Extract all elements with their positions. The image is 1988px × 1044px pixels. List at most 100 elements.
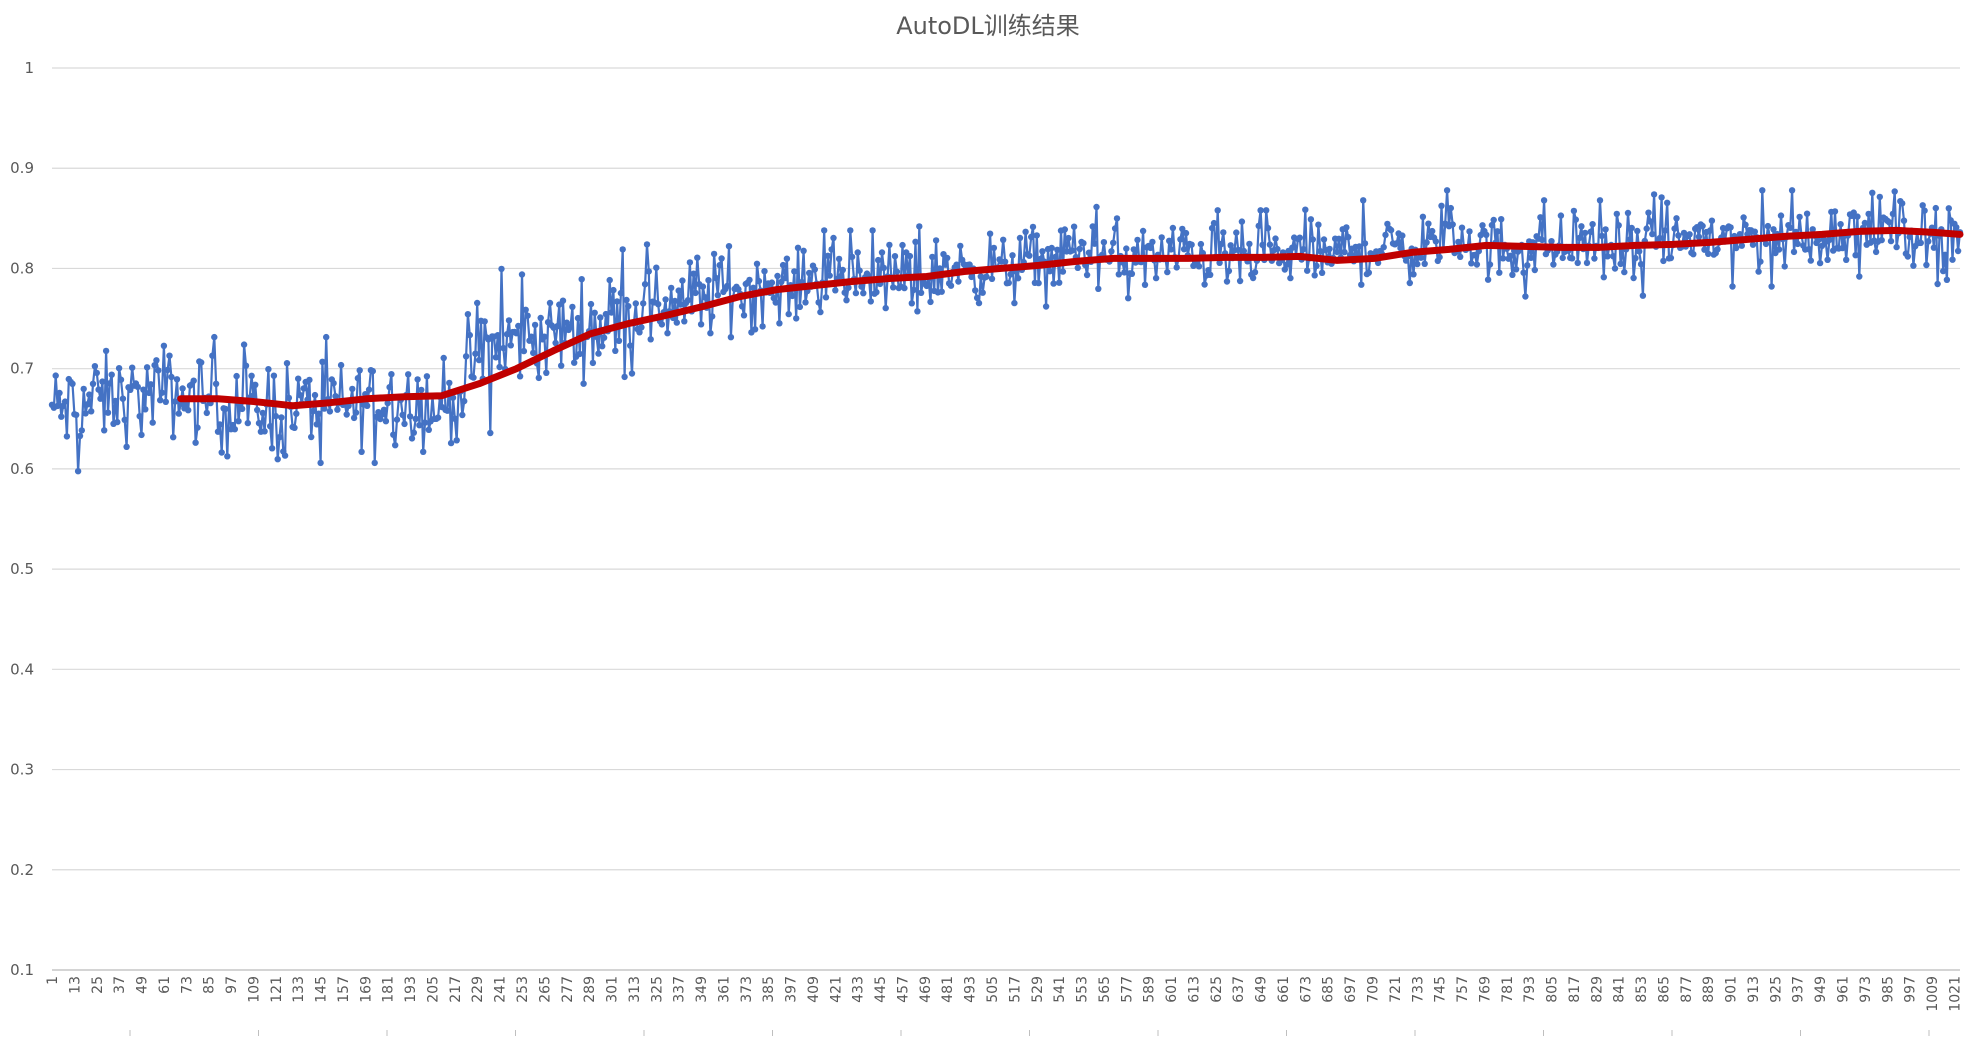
y-tick-label: 0.8 bbox=[10, 259, 34, 277]
data-point bbox=[1740, 214, 1747, 221]
data-point bbox=[1458, 224, 1466, 231]
x-tick-label: 1021 bbox=[1947, 976, 1963, 1012]
data-point bbox=[710, 250, 718, 258]
data-point bbox=[1147, 244, 1154, 252]
data-point bbox=[1899, 200, 1906, 207]
data-point bbox=[619, 246, 626, 253]
data-point bbox=[1177, 236, 1184, 243]
data-point bbox=[774, 272, 781, 280]
x-tick-label: 637 bbox=[1231, 976, 1247, 1003]
data-point bbox=[1335, 235, 1343, 242]
data-point bbox=[136, 413, 143, 420]
data-point bbox=[78, 427, 86, 434]
data-point bbox=[597, 314, 604, 321]
data-point bbox=[602, 310, 610, 318]
data-point bbox=[1733, 244, 1740, 252]
data-point bbox=[1134, 236, 1141, 244]
data-point bbox=[714, 292, 721, 299]
x-tick-label: 205 bbox=[425, 976, 441, 1003]
data-point bbox=[988, 275, 996, 282]
data-point bbox=[709, 313, 716, 320]
data-point bbox=[569, 303, 576, 311]
data-point bbox=[1664, 199, 1671, 206]
data-point bbox=[492, 354, 500, 361]
data-point bbox=[1632, 254, 1639, 262]
series-markers-blue bbox=[48, 187, 1964, 475]
data-point bbox=[86, 391, 93, 398]
data-point bbox=[216, 421, 224, 428]
data-point bbox=[192, 439, 199, 446]
data-point bbox=[1007, 271, 1014, 278]
data-point bbox=[640, 300, 647, 307]
data-point bbox=[632, 300, 639, 307]
data-point bbox=[947, 282, 955, 289]
data-point bbox=[1315, 221, 1322, 228]
data-point bbox=[653, 264, 660, 271]
data-point bbox=[942, 261, 949, 268]
data-point bbox=[115, 365, 123, 372]
data-point bbox=[1070, 223, 1078, 230]
data-point bbox=[84, 401, 91, 408]
data-point bbox=[1259, 241, 1266, 249]
data-point bbox=[1816, 259, 1824, 267]
data-point bbox=[1130, 246, 1138, 253]
data-point bbox=[259, 409, 266, 417]
data-point bbox=[938, 288, 945, 295]
data-point bbox=[1876, 193, 1884, 201]
x-tick-label: 577 bbox=[1119, 976, 1135, 1003]
data-point bbox=[1182, 229, 1190, 237]
x-tick-label: 397 bbox=[784, 976, 800, 1003]
data-point bbox=[1457, 253, 1464, 260]
data-point bbox=[503, 331, 511, 338]
data-point bbox=[595, 350, 602, 357]
data-point bbox=[274, 456, 281, 463]
data-point bbox=[944, 254, 951, 262]
data-point bbox=[231, 426, 238, 433]
data-point bbox=[356, 367, 363, 374]
data-point bbox=[811, 266, 818, 273]
x-tick-label: 313 bbox=[627, 976, 643, 1003]
data-point bbox=[1650, 191, 1658, 198]
data-point bbox=[1455, 238, 1462, 246]
data-point bbox=[1572, 216, 1580, 223]
x-tick-label: 553 bbox=[1075, 976, 1091, 1003]
data-point bbox=[686, 259, 694, 266]
data-point bbox=[218, 449, 225, 456]
data-point bbox=[1662, 227, 1669, 234]
data-point bbox=[1251, 269, 1259, 276]
data-point bbox=[1318, 269, 1326, 276]
data-point bbox=[1643, 225, 1650, 232]
x-tick-label: 217 bbox=[448, 976, 464, 1003]
data-point bbox=[1180, 246, 1188, 253]
gridlines bbox=[52, 67, 1960, 971]
x-tick-label: 229 bbox=[470, 976, 486, 1003]
data-point bbox=[1483, 231, 1490, 238]
data-point bbox=[718, 255, 725, 262]
data-point bbox=[261, 428, 268, 435]
x-tick-label: 613 bbox=[1186, 976, 1202, 1003]
data-point bbox=[466, 331, 473, 339]
data-point bbox=[1417, 254, 1425, 261]
data-point bbox=[738, 303, 746, 310]
data-point bbox=[1423, 239, 1430, 246]
data-point bbox=[1227, 242, 1234, 249]
data-point bbox=[1365, 269, 1373, 276]
data-point bbox=[906, 252, 914, 260]
data-point bbox=[1729, 283, 1736, 290]
x-tick-label: 649 bbox=[1254, 976, 1270, 1003]
data-point bbox=[513, 330, 520, 337]
x-tick-label: 13 bbox=[67, 976, 83, 994]
data-point bbox=[248, 372, 255, 379]
x-tick-label: 817 bbox=[1567, 976, 1583, 1003]
x-tick-label: 757 bbox=[1455, 976, 1471, 1003]
data-point bbox=[1281, 266, 1289, 273]
data-point bbox=[1768, 283, 1775, 290]
data-point bbox=[1645, 209, 1652, 216]
data-point bbox=[852, 289, 860, 297]
x-tick-label: 985 bbox=[1880, 976, 1896, 1003]
data-point bbox=[815, 299, 822, 306]
data-point bbox=[1048, 244, 1055, 252]
data-point bbox=[1861, 219, 1869, 227]
data-point bbox=[800, 247, 807, 254]
data-point bbox=[610, 286, 617, 294]
